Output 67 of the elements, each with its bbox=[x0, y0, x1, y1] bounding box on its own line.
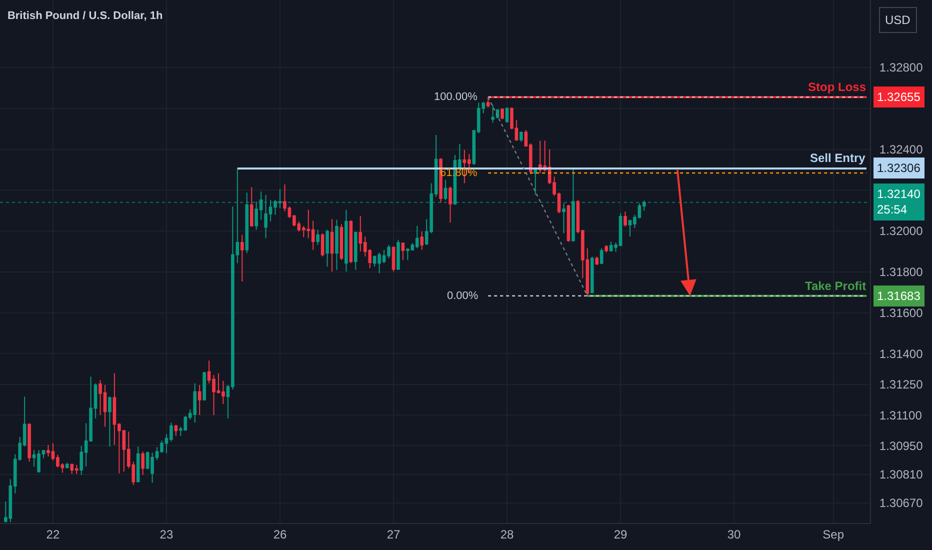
candlestick bbox=[624, 211, 627, 228]
candlestick bbox=[500, 108, 504, 120]
data-label: 1.32655 bbox=[877, 90, 921, 104]
x-tick-label: 30 bbox=[727, 527, 742, 542]
candlestick bbox=[401, 242, 405, 260]
x-tick-label: 23 bbox=[160, 527, 174, 542]
text: USD bbox=[885, 13, 911, 27]
y-tick-label: 1.32000 bbox=[879, 224, 924, 238]
candlestick bbox=[420, 230, 424, 250]
series-label: 0.00% bbox=[447, 290, 478, 302]
candlestick bbox=[520, 131, 523, 142]
candlestick bbox=[316, 229, 320, 246]
x-tick-label: 29 bbox=[614, 527, 628, 542]
candlestick bbox=[448, 186, 452, 224]
candlestick bbox=[344, 209, 348, 272]
candlestick bbox=[240, 234, 244, 282]
y-tick-label: 1.30810 bbox=[879, 468, 924, 482]
candlestick bbox=[604, 244, 608, 253]
candlestick bbox=[174, 424, 178, 436]
candlestick bbox=[335, 219, 338, 270]
candlestick bbox=[340, 224, 344, 260]
candlestick bbox=[354, 230, 358, 270]
candlestick bbox=[136, 446, 140, 483]
candlestick bbox=[326, 229, 329, 268]
series-label: 100.00% bbox=[434, 91, 478, 103]
candlestick bbox=[439, 158, 442, 204]
x-tick-label: 27 bbox=[386, 527, 400, 542]
candlestick bbox=[396, 239, 400, 270]
y-tick-label: 1.30950 bbox=[879, 438, 924, 453]
y-tick-label: 1.31600 bbox=[879, 306, 924, 320]
candlestick bbox=[534, 166, 538, 196]
x-tick-label: 22 bbox=[46, 527, 60, 542]
y-tick-label: 1.31800 bbox=[879, 265, 924, 280]
candlestick bbox=[141, 451, 144, 476]
candlestick bbox=[486, 96, 490, 108]
candlestick bbox=[108, 396, 112, 448]
candlestick bbox=[202, 371, 206, 402]
x-tick-label: 28 bbox=[500, 527, 514, 542]
candlestick bbox=[198, 384, 202, 416]
series-label: Sell Entry bbox=[810, 151, 866, 165]
candlestick bbox=[600, 248, 604, 264]
x-tick-label: Sep bbox=[822, 527, 844, 542]
candlestick bbox=[349, 220, 353, 264]
candlestick bbox=[566, 204, 570, 242]
y-tick-label: 1.31100 bbox=[879, 408, 922, 422]
y-tick-label: 1.31250 bbox=[879, 378, 924, 392]
candlestick bbox=[28, 422, 31, 462]
candlestick bbox=[330, 218, 334, 272]
y-tick-label: 1.30670 bbox=[879, 496, 924, 510]
y-tick-label: 1.31400 bbox=[879, 346, 924, 361]
candlestick bbox=[590, 256, 594, 294]
ref-line-label: 1.32140 25:54 bbox=[877, 187, 921, 217]
candlestick bbox=[250, 186, 254, 228]
candlestick bbox=[392, 246, 396, 272]
text: British Pound / U.S. Dollar, 1h bbox=[7, 10, 163, 22]
y-tick-label: 1.32800 bbox=[879, 60, 924, 75]
x-tick-label: 26 bbox=[273, 527, 287, 542]
candlestick bbox=[320, 232, 324, 257]
data-label: 1.31683 bbox=[877, 289, 921, 303]
candlestick bbox=[444, 179, 448, 200]
candlestick bbox=[66, 462, 69, 469]
series-label: Take Profit bbox=[805, 279, 866, 293]
y-tick-label: 1.32400 bbox=[879, 142, 924, 156]
candlestick bbox=[595, 256, 599, 266]
data-label: 1.32306 bbox=[877, 161, 921, 175]
candlestick bbox=[415, 225, 419, 249]
series-label: Stop Loss bbox=[808, 80, 866, 94]
